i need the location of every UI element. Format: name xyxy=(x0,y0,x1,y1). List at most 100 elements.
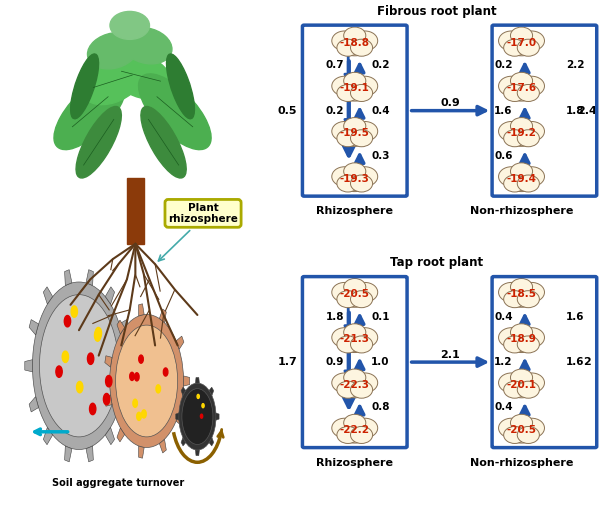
Text: -18.8: -18.8 xyxy=(340,38,370,48)
Text: 0.8: 0.8 xyxy=(371,402,389,412)
Circle shape xyxy=(517,291,539,308)
Circle shape xyxy=(519,282,544,302)
Polygon shape xyxy=(119,320,129,335)
Circle shape xyxy=(511,163,533,180)
Circle shape xyxy=(503,130,526,147)
Circle shape xyxy=(332,121,358,141)
Circle shape xyxy=(182,389,213,444)
Circle shape xyxy=(64,315,71,327)
Circle shape xyxy=(517,336,539,353)
Polygon shape xyxy=(160,309,166,323)
Polygon shape xyxy=(106,287,115,304)
Circle shape xyxy=(511,27,533,44)
Text: -17.6: -17.6 xyxy=(506,83,536,93)
Ellipse shape xyxy=(76,107,121,178)
Circle shape xyxy=(350,427,373,443)
Ellipse shape xyxy=(71,54,98,119)
Polygon shape xyxy=(184,376,190,386)
Circle shape xyxy=(519,31,544,51)
Circle shape xyxy=(337,291,359,308)
Circle shape xyxy=(350,291,373,308)
Ellipse shape xyxy=(141,107,186,178)
Text: Rhizosphere: Rhizosphere xyxy=(316,206,393,216)
Circle shape xyxy=(71,306,77,318)
Polygon shape xyxy=(86,270,94,285)
Ellipse shape xyxy=(88,33,138,69)
Circle shape xyxy=(517,84,539,102)
Text: 1.6: 1.6 xyxy=(494,106,513,116)
Text: -19.5: -19.5 xyxy=(340,129,370,138)
Circle shape xyxy=(332,282,358,302)
Circle shape xyxy=(505,327,539,353)
Polygon shape xyxy=(106,427,115,444)
Text: 0.9: 0.9 xyxy=(440,98,460,108)
Text: 1.0: 1.0 xyxy=(371,357,389,367)
Circle shape xyxy=(352,282,378,302)
Ellipse shape xyxy=(110,11,149,40)
Polygon shape xyxy=(181,387,185,395)
Polygon shape xyxy=(216,413,219,420)
Circle shape xyxy=(503,427,526,443)
Circle shape xyxy=(511,415,533,431)
Circle shape xyxy=(337,427,359,443)
Circle shape xyxy=(350,175,373,192)
Circle shape xyxy=(77,382,83,393)
Circle shape xyxy=(40,295,118,437)
Polygon shape xyxy=(117,320,125,334)
Circle shape xyxy=(511,369,533,386)
Circle shape xyxy=(332,31,358,51)
Text: 1.7: 1.7 xyxy=(278,357,298,367)
Polygon shape xyxy=(160,439,166,453)
Polygon shape xyxy=(139,446,144,458)
Circle shape xyxy=(517,175,539,192)
Text: -18.5: -18.5 xyxy=(506,289,536,299)
Circle shape xyxy=(503,175,526,192)
Polygon shape xyxy=(105,356,112,367)
Circle shape xyxy=(338,120,372,146)
Text: 1.6: 1.6 xyxy=(566,357,584,367)
Text: Tap root plant: Tap root plant xyxy=(390,256,483,269)
Polygon shape xyxy=(25,360,32,372)
Circle shape xyxy=(503,39,526,56)
Circle shape xyxy=(350,336,373,353)
Circle shape xyxy=(94,330,101,341)
Circle shape xyxy=(344,324,366,341)
Circle shape xyxy=(197,394,199,398)
Text: -22.2: -22.2 xyxy=(340,425,370,435)
Text: 1.6: 1.6 xyxy=(566,312,584,322)
Polygon shape xyxy=(181,438,185,446)
Polygon shape xyxy=(119,397,129,412)
Text: 0.2: 0.2 xyxy=(371,60,389,71)
Circle shape xyxy=(344,278,366,296)
Circle shape xyxy=(56,366,62,377)
Polygon shape xyxy=(209,387,214,395)
Polygon shape xyxy=(29,320,38,335)
Text: 0.3: 0.3 xyxy=(371,151,389,161)
Circle shape xyxy=(499,76,524,96)
Text: 0.4: 0.4 xyxy=(494,402,513,412)
Circle shape xyxy=(499,328,524,347)
Circle shape xyxy=(156,385,160,393)
Polygon shape xyxy=(176,336,184,350)
Ellipse shape xyxy=(54,74,127,150)
Text: Rhizosphere: Rhizosphere xyxy=(316,458,393,468)
Text: -18.9: -18.9 xyxy=(506,334,536,344)
Text: 0.2: 0.2 xyxy=(494,60,513,71)
Circle shape xyxy=(505,166,539,192)
Circle shape xyxy=(499,167,524,186)
Polygon shape xyxy=(139,304,144,316)
Circle shape xyxy=(350,39,373,56)
Circle shape xyxy=(352,167,378,186)
Polygon shape xyxy=(127,178,144,244)
Circle shape xyxy=(505,120,539,146)
Circle shape xyxy=(338,75,372,101)
Text: 0.2: 0.2 xyxy=(326,106,344,116)
Polygon shape xyxy=(176,412,184,426)
Text: 2: 2 xyxy=(583,357,591,367)
Text: -19.2: -19.2 xyxy=(506,129,536,138)
Text: -19.4: -19.4 xyxy=(506,174,536,183)
Text: 0.4: 0.4 xyxy=(371,106,390,116)
Polygon shape xyxy=(65,446,72,462)
Ellipse shape xyxy=(110,53,172,99)
Circle shape xyxy=(337,130,359,147)
